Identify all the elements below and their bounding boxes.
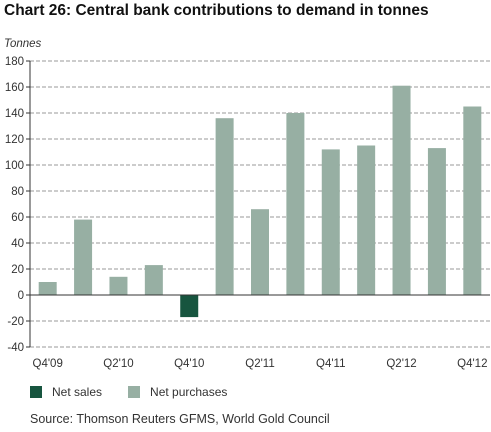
y-tick-label: 180 — [5, 56, 24, 68]
bar — [463, 106, 482, 295]
y-tick-label: 20 — [11, 264, 24, 276]
y-tick-label: 40 — [11, 238, 24, 250]
y-tick-label: 60 — [11, 212, 24, 224]
x-tick-label: Q2'10 — [103, 358, 133, 370]
bar — [144, 265, 163, 295]
axes — [29, 61, 490, 347]
legend-label-net-purchases: Net purchases — [150, 385, 228, 399]
x-tick-label: Q2'12 — [386, 358, 416, 370]
x-tick-labels: Q4'09 Q2'10 Q4'10 Q2'11 Q4'11 Q2'12 Q4'12 — [33, 358, 488, 370]
x-tick-label: Q4'11 — [316, 358, 345, 370]
y-tick-labels: -40 -20 0 20 40 60 80 100 120 140 160 180 — [5, 56, 24, 354]
chart-title: Chart 26: Central bank contributions to … — [4, 2, 429, 19]
legend-item-net-purchases: Net purchases — [128, 385, 227, 399]
bar — [392, 85, 411, 295]
bar — [180, 295, 199, 318]
y-axis-unit-label: Tonnes — [4, 38, 42, 50]
bar — [215, 118, 234, 295]
y-tick-label: 160 — [5, 82, 24, 94]
y-tick-label: 0 — [18, 290, 24, 302]
source-note: Source: Thomson Reuters GFMS, World Gold… — [30, 412, 330, 426]
bar — [427, 148, 446, 295]
net-sales-swatch — [30, 386, 42, 398]
x-tick-label: Q4'10 — [174, 358, 204, 370]
bar — [321, 149, 340, 295]
y-tick-label: 120 — [5, 134, 24, 146]
legend-label-net-sales: Net sales — [52, 385, 103, 399]
bars — [38, 85, 482, 318]
legend: Net sales Net purchases — [30, 385, 253, 399]
bar — [357, 145, 376, 295]
grid-lines — [26, 60, 490, 348]
y-tick-label: 140 — [5, 108, 24, 120]
y-tick-label: 100 — [5, 160, 24, 172]
legend-item-net-sales: Net sales — [30, 385, 102, 399]
bar — [286, 113, 305, 295]
net-purchases-swatch — [128, 386, 141, 398]
x-tick-label: Q4'12 — [457, 358, 487, 370]
x-tick-label: Q4'09 — [33, 358, 63, 370]
bar — [251, 209, 269, 295]
y-tick-label: -20 — [7, 316, 24, 328]
bar — [74, 219, 93, 295]
y-tick-label: -40 — [7, 342, 24, 354]
bar — [109, 276, 128, 295]
bar — [38, 282, 57, 295]
y-tick-label: 80 — [11, 186, 24, 198]
x-tick-label: Q2'11 — [245, 358, 274, 370]
